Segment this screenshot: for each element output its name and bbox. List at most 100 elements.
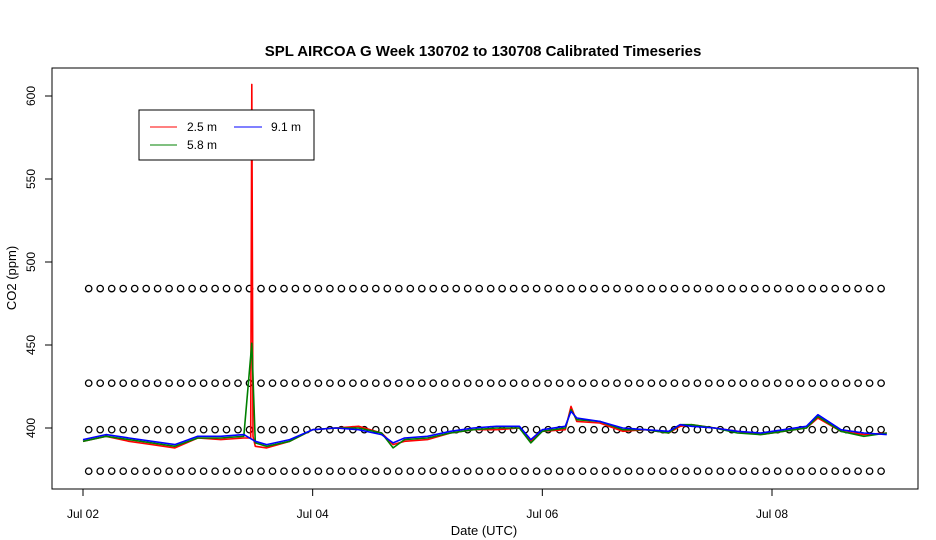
reference-marker <box>865 425 874 434</box>
reference-marker <box>142 284 151 293</box>
reference-marker <box>693 467 702 476</box>
reference-marker <box>257 425 265 434</box>
reference-marker <box>429 284 438 293</box>
reference-marker <box>176 467 185 476</box>
reference-marker <box>532 425 541 434</box>
legend-label-2-5m: 2.5 m <box>187 120 217 134</box>
reference-marker <box>682 379 690 388</box>
reference-marker <box>280 467 288 476</box>
reference-marker <box>84 284 93 293</box>
reference-marker <box>590 379 598 388</box>
reference-marker <box>119 379 128 388</box>
reference-marker <box>647 379 656 388</box>
reference-marker <box>773 284 782 293</box>
reference-marker <box>750 379 759 388</box>
reference-marker <box>153 379 162 388</box>
reference-marker <box>475 467 484 476</box>
y-axis: 400 450 500 550 600 <box>24 86 53 438</box>
reference-marker <box>601 467 610 476</box>
reference-marker <box>429 425 438 434</box>
reference-marker <box>130 425 139 434</box>
reference-marker <box>716 467 725 476</box>
reference-marker <box>808 379 817 388</box>
reference-marker <box>785 284 794 293</box>
reference-marker <box>199 425 208 434</box>
reference-marker <box>406 467 415 476</box>
reference-marker <box>337 379 346 388</box>
series-line-5-8-m <box>82 342 887 449</box>
reference-marker <box>96 284 105 293</box>
reference-marker <box>636 467 644 476</box>
reference-marker <box>188 467 196 476</box>
reference-marker <box>360 284 369 293</box>
reference-marker <box>808 467 817 476</box>
reference-marker <box>429 379 438 388</box>
reference-marker <box>188 284 196 293</box>
reference-marker <box>601 284 610 293</box>
reference-marker <box>613 467 621 476</box>
reference-marker <box>153 425 162 434</box>
reference-marker <box>854 467 862 476</box>
reference-marker <box>693 379 702 388</box>
reference-marker <box>303 284 311 293</box>
reference-marker <box>406 379 415 388</box>
reference-marker <box>544 467 552 476</box>
reference-marker <box>268 425 277 434</box>
reference-marker <box>119 467 128 476</box>
chart-title: SPL AIRCOA G Week 130702 to 130708 Calib… <box>265 43 702 60</box>
reference-marker <box>636 379 644 388</box>
reference-marker <box>429 467 438 476</box>
y-tick-label: 600 <box>24 86 38 106</box>
reference-marker <box>337 425 346 434</box>
reference-marker <box>704 467 713 476</box>
reference-marker <box>727 467 736 476</box>
reference-marker <box>544 379 552 388</box>
x-tick-label: Jul 06 <box>526 507 558 521</box>
reference-marker <box>509 379 518 388</box>
reference-marker <box>567 467 575 476</box>
reference-marker <box>578 425 587 434</box>
reference-marker <box>176 284 185 293</box>
reference-marker <box>796 284 805 293</box>
reference-marker <box>417 379 426 388</box>
reference-marker <box>291 425 300 434</box>
reference-marker <box>808 284 817 293</box>
reference-marker <box>406 425 415 434</box>
reference-marker <box>371 467 380 476</box>
reference-marker <box>670 284 679 293</box>
legend: 2.5 m 9.1 m 5.8 m <box>138 109 315 161</box>
reference-marker <box>773 467 782 476</box>
reference-marker <box>682 425 690 434</box>
reference-marker <box>555 467 564 476</box>
reference-marker <box>211 467 219 476</box>
reference-marker <box>222 379 231 388</box>
reference-marker <box>796 467 805 476</box>
x-tick-label: Jul 08 <box>756 507 788 521</box>
reference-marker <box>796 379 805 388</box>
reference-marker <box>704 379 713 388</box>
reference-marker <box>819 425 828 434</box>
reference-marker <box>498 467 506 476</box>
reference-marker <box>326 284 334 293</box>
reference-marker <box>291 379 300 388</box>
reference-marker <box>567 284 575 293</box>
reference-marker <box>165 425 173 434</box>
reference-marker <box>257 467 265 476</box>
reference-marker <box>682 467 690 476</box>
reference-marker <box>84 379 93 388</box>
reference-marker <box>153 284 162 293</box>
reference-marker <box>211 284 219 293</box>
legend-box <box>138 109 315 161</box>
reference-marker <box>360 467 369 476</box>
reference-marker <box>417 425 426 434</box>
reference-marker <box>234 379 242 388</box>
reference-marker <box>509 467 518 476</box>
series-line-9-1-m <box>82 410 887 446</box>
reference-marker <box>785 467 794 476</box>
reference-marker <box>865 284 874 293</box>
reference-marker <box>704 284 713 293</box>
x-tick-label: Jul 02 <box>67 507 99 521</box>
reference-marker <box>349 379 357 388</box>
reference-marker <box>268 284 277 293</box>
